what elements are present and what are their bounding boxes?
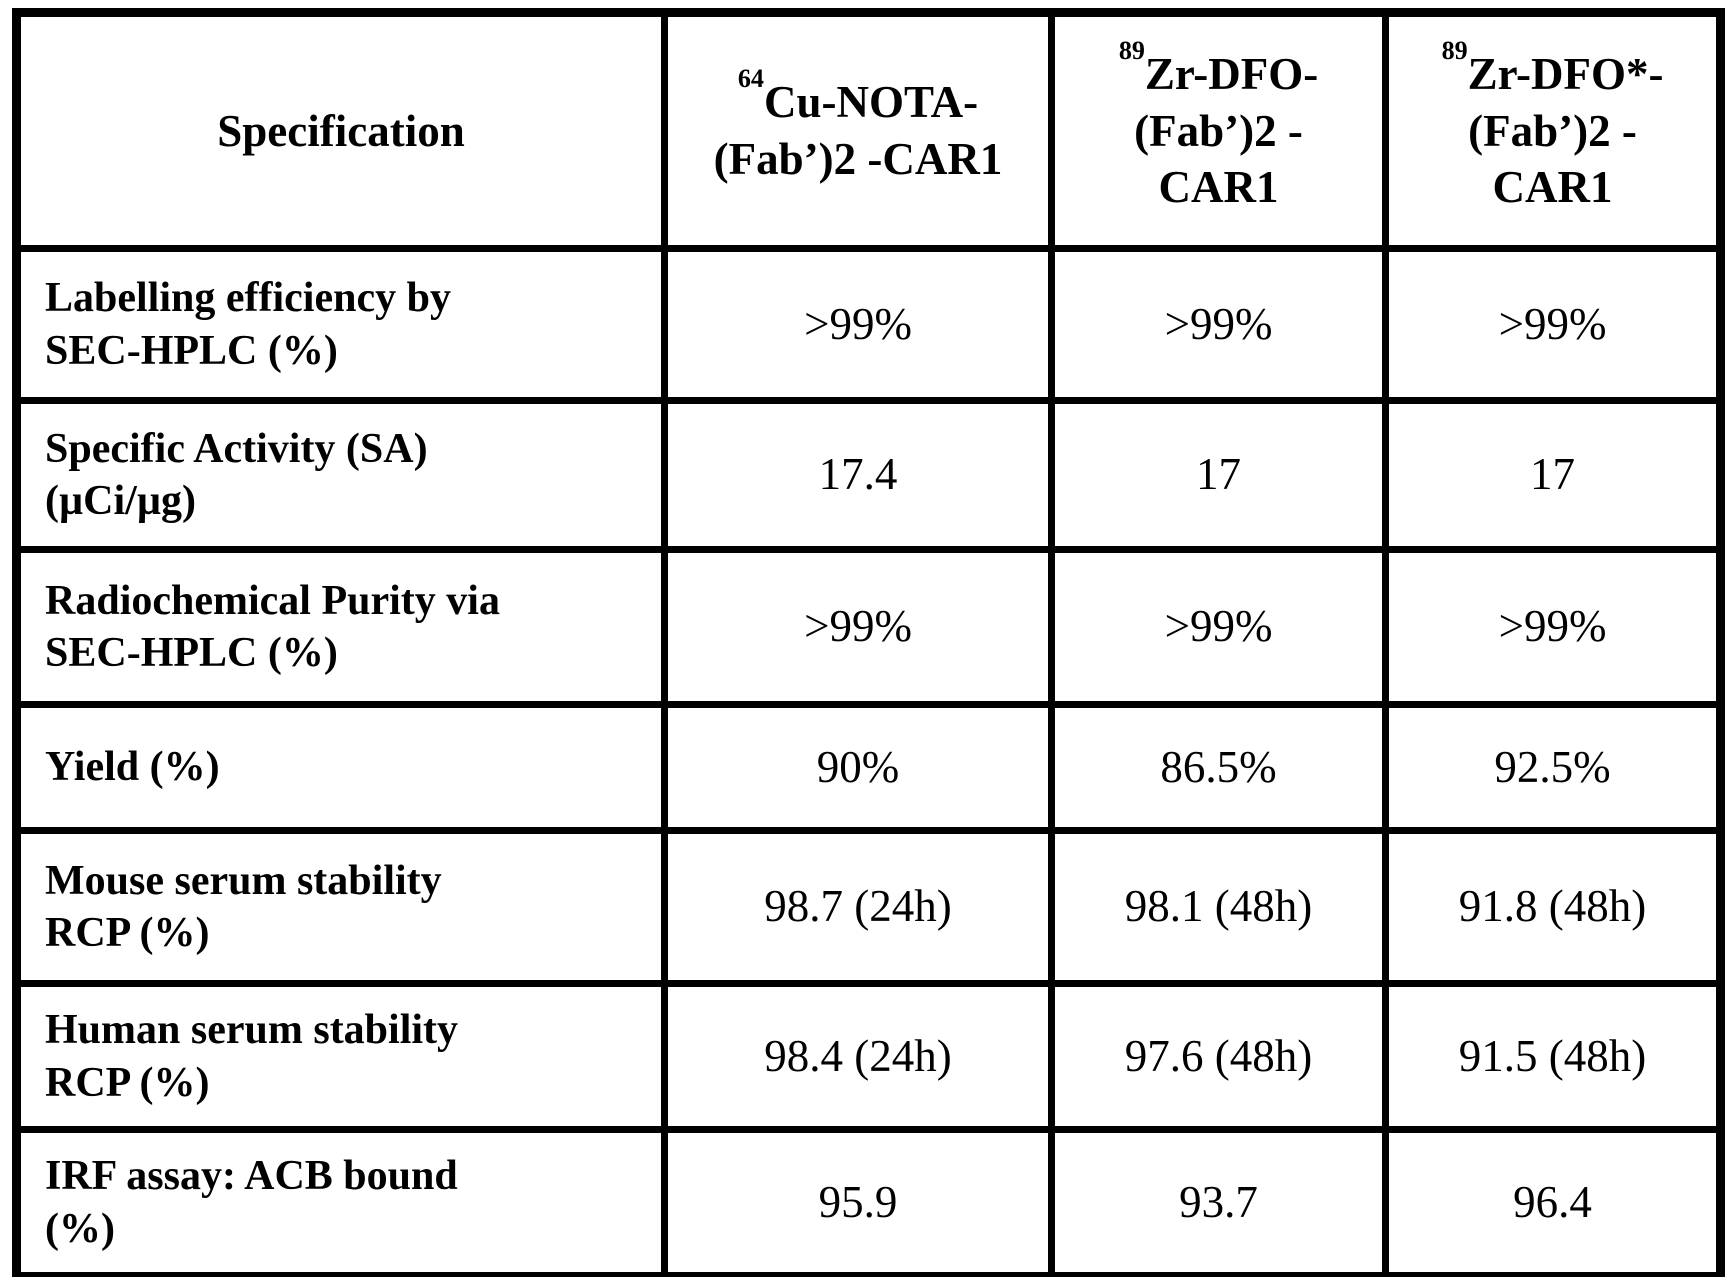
value-cell: 98.1 (48h)	[1048, 827, 1389, 987]
table-row-mouse-serum-stability: Mouse serum stability RCP (%) 98.7 (24h)…	[13, 827, 1724, 987]
table-row-radiochemical-purity: Radiochemical Purity via SEC-HPLC (%) >9…	[13, 546, 1724, 708]
table-row-specific-activity: Specific Activity (SA) (µCi/µg) 17.4 17 …	[13, 397, 1724, 553]
value-cell: 90%	[661, 701, 1055, 834]
row-label: Radiochemical Purity via SEC-HPLC (%)	[13, 546, 668, 708]
row-label: Specific Activity (SA) (µCi/µg)	[13, 397, 668, 553]
header-line: CAR1	[1158, 162, 1279, 213]
value-cell: 98.7 (24h)	[661, 827, 1055, 987]
row-label: Labelling efficiency by SEC-HPLC (%)	[13, 245, 668, 404]
value-cell: 17.4	[661, 397, 1055, 553]
row-label-line: (µCi/µg)	[45, 478, 197, 524]
value-cell: >99%	[1048, 245, 1389, 404]
value-cell: 92.5%	[1382, 701, 1724, 834]
row-label-line: Radiochemical Purity via	[45, 577, 500, 624]
col-header-zr89-dfo-star: 89Zr-DFO*- (Fab’)2 - CAR1	[1382, 9, 1724, 252]
value-cell: >99%	[1382, 245, 1724, 404]
row-label-line: SEC-HPLC (%)	[45, 327, 338, 374]
value-cell: 91.8 (48h)	[1382, 827, 1724, 987]
value-cell: >99%	[661, 546, 1055, 708]
row-label: Human serum stability RCP (%)	[13, 980, 668, 1133]
table-row-labelling-efficiency: Labelling efficiency by SEC-HPLC (%) >99…	[13, 245, 1724, 404]
table-row-irf-assay: IRF assay: ACB bound (%) 95.9 93.7 96.4	[13, 1126, 1724, 1277]
header-line: CAR1	[1492, 162, 1613, 213]
row-label-line: RCP (%)	[45, 1059, 210, 1106]
row-label-line: IRF assay: ACB bound	[45, 1153, 458, 1199]
value-cell: >99%	[1048, 546, 1389, 708]
row-label: IRF assay: ACB bound (%)	[13, 1126, 668, 1277]
value-cell: 96.4	[1382, 1126, 1724, 1277]
row-label-line: Labelling efficiency by	[45, 275, 451, 321]
row-label-line: RCP (%)	[45, 910, 210, 956]
header-line: 89Zr-DFO-	[1061, 36, 1376, 103]
header-text: Zr-DFO*-	[1467, 48, 1664, 99]
row-label: Mouse serum stability RCP (%)	[13, 827, 668, 987]
value-cell: >99%	[1382, 546, 1724, 708]
row-label: Yield (%)	[13, 701, 668, 834]
col-header-zr89-dfo: 89Zr-DFO- (Fab’)2 - CAR1	[1048, 9, 1389, 252]
header-line: 64Cu-NOTA-	[674, 64, 1042, 131]
row-label-line: SEC-HPLC (%)	[45, 630, 338, 676]
value-cell: 17	[1048, 397, 1389, 553]
value-cell: 91.5 (48h)	[1382, 980, 1724, 1133]
header-line: (Fab’)2 -	[1134, 105, 1303, 156]
isotope-superscript: 64	[737, 63, 764, 93]
value-cell: 86.5%	[1048, 701, 1389, 834]
header-line: (Fab’)2 -	[1468, 105, 1637, 156]
header-text: Zr-DFO-	[1144, 48, 1319, 99]
value-cell: 98.4 (24h)	[661, 980, 1055, 1133]
isotope-superscript: 89	[1441, 35, 1468, 65]
row-label-line: Mouse serum stability	[45, 857, 442, 904]
header-text: Cu-NOTA-	[763, 77, 979, 128]
row-label-line: Yield (%)	[45, 744, 220, 791]
value-cell: 93.7	[1048, 1126, 1389, 1277]
col-header-specification: Specification	[13, 9, 668, 252]
value-cell: 17	[1382, 397, 1724, 553]
col-header-cu64-nota: 64Cu-NOTA- (Fab’)2 -CAR1	[661, 9, 1055, 252]
specification-table: Specification 64Cu-NOTA- (Fab’)2 -CAR1 8…	[12, 8, 1725, 1277]
table-row-human-serum-stability: Human serum stability RCP (%) 98.4 (24h)…	[13, 980, 1724, 1133]
value-cell: >99%	[661, 245, 1055, 404]
isotope-superscript: 89	[1118, 35, 1145, 65]
value-cell: 95.9	[661, 1126, 1055, 1277]
header-line: 89Zr-DFO*-	[1395, 36, 1710, 103]
header-row: Specification 64Cu-NOTA- (Fab’)2 -CAR1 8…	[13, 9, 1724, 252]
row-label-line: (%)	[45, 1205, 115, 1252]
header-line: Specification	[217, 105, 465, 156]
header-line: (Fab’)2 -CAR1	[713, 134, 1003, 184]
row-label-line: Human serum stability	[45, 1007, 459, 1053]
value-cell: 97.6 (48h)	[1048, 980, 1389, 1133]
row-label-line: Specific Activity (SA)	[45, 425, 428, 472]
table-row-yield: Yield (%) 90% 86.5% 92.5%	[13, 701, 1724, 834]
